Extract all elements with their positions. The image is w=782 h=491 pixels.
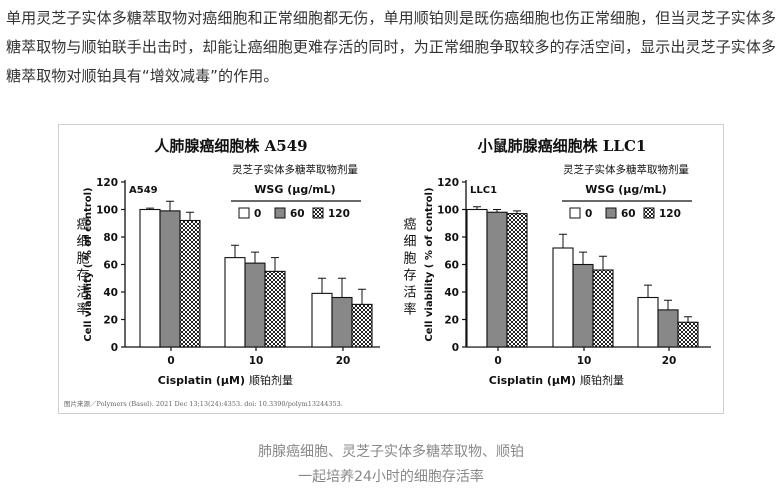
legend-title: WSG (μg/mL) <box>254 183 335 196</box>
x-axis-label: Cisplatin (μM) <box>489 374 576 387</box>
legend-label: 0 <box>254 208 261 220</box>
bar-charts: 图片来源／Polymers (Basel). 2021 Dec 13;13(24… <box>64 137 711 408</box>
legend-title: WSG (μg/mL) <box>585 183 666 196</box>
legend-swatch <box>238 207 250 219</box>
bar <box>637 296 659 348</box>
bar <box>331 296 353 348</box>
article-paragraph: 单用灵芝子实体多糖萃取物对癌细胞和正常细胞都无伤，单用顺铂则是既伤癌细胞也伤正常… <box>6 9 777 85</box>
legend-swatch <box>643 207 655 219</box>
y-tick-label: 80 <box>103 232 118 244</box>
y-tick-label: 100 <box>96 205 118 217</box>
bar <box>657 309 679 348</box>
panel-label: LLC1 <box>470 185 497 196</box>
bar <box>466 208 488 348</box>
x-tick-label: 20 <box>336 355 351 367</box>
x-tick-label: 10 <box>249 355 264 367</box>
bar <box>592 269 614 348</box>
x-tick-label: 10 <box>577 355 592 367</box>
bar <box>506 213 528 348</box>
y-tick-label: 100 <box>437 205 459 217</box>
bar <box>351 303 373 348</box>
y-tick-label: 120 <box>96 177 118 189</box>
bar <box>552 247 574 348</box>
y-axis-label: Cell viability ( % of control) <box>83 187 94 341</box>
y-tick-label: 60 <box>444 260 459 272</box>
legend-title-cn: 灵芝子实体多糖萃取物剂量 <box>563 163 689 176</box>
legend-label: 120 <box>328 208 350 220</box>
y-tick-label: 60 <box>103 260 118 272</box>
y-axis-label-cn: 癌细胞存活率 <box>401 216 417 319</box>
x-axis-label-cn: 顺铂剂量 <box>249 373 293 387</box>
x-tick-label: 0 <box>494 355 501 367</box>
x-tick-label: 20 <box>662 355 677 367</box>
y-tick-label: 0 <box>111 342 118 354</box>
legend-swatch <box>274 207 286 219</box>
y-tick-label: 0 <box>452 342 459 354</box>
legend-swatch <box>605 207 617 219</box>
figure-source: 图片来源／Polymers (Basel). 2021 Dec 13;13(24… <box>64 399 343 408</box>
y-axis-label-cn: 癌细胞存活率 <box>74 216 90 319</box>
bar <box>159 210 181 348</box>
bar <box>264 270 286 348</box>
y-tick-label: 20 <box>444 315 459 327</box>
legend-label: 0 <box>585 208 592 220</box>
bar <box>224 257 246 348</box>
legend-title-cn: 灵芝子实体多糖萃取物剂量 <box>232 163 358 176</box>
y-tick-label: 40 <box>103 287 118 299</box>
legend-label: 120 <box>659 208 681 220</box>
bar <box>677 321 699 348</box>
y-tick-label: 40 <box>444 287 459 299</box>
x-tick-label: 0 <box>167 355 174 367</box>
y-axis-label: Cell viability ( % of control) <box>424 187 435 341</box>
y-tick-label: 120 <box>437 177 459 189</box>
bar <box>572 263 594 348</box>
x-axis-label: Cisplatin (μM) <box>158 374 245 387</box>
chart-title: 小鼠肺腺癌细胞株 LLC1 <box>478 137 647 155</box>
y-tick-label: 20 <box>103 315 118 327</box>
figure-panel: 图片来源／Polymers (Basel). 2021 Dec 13;13(24… <box>58 124 724 414</box>
legend-label: 60 <box>621 208 636 220</box>
legend-label: 60 <box>290 208 305 220</box>
legend-swatch <box>569 207 581 219</box>
y-tick-label: 80 <box>444 232 459 244</box>
chart-title: 人肺腺癌细胞株 A549 <box>154 137 307 155</box>
caption-line-2: 一起培养24小时的细胞存活率 <box>298 469 484 485</box>
caption-line-1: 肺腺癌细胞、灵芝子实体多糖萃取物、顺铂 <box>258 444 524 460</box>
legend-swatch <box>312 207 324 219</box>
bar <box>311 292 333 348</box>
bar <box>486 211 508 348</box>
bar <box>244 262 266 348</box>
panel-label: A549 <box>129 185 158 196</box>
bar <box>139 208 161 348</box>
bar <box>179 219 201 348</box>
x-axis-label-cn: 顺铂剂量 <box>580 373 624 387</box>
